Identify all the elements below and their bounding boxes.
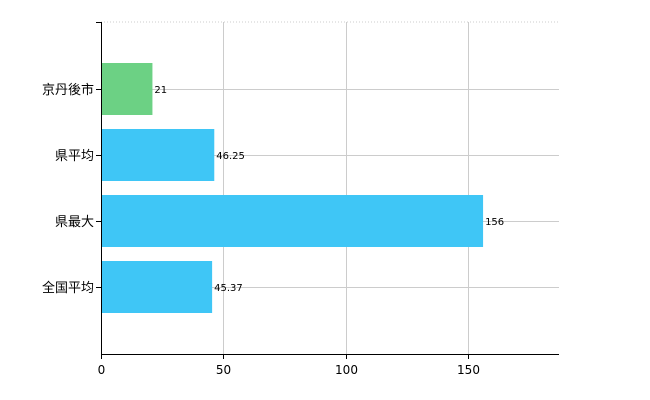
data-label: 46.25 bbox=[216, 151, 245, 162]
bar bbox=[101, 195, 484, 247]
data-label: 156 bbox=[485, 217, 504, 228]
category-label: 県最大 bbox=[55, 215, 94, 230]
data-label: 21 bbox=[154, 85, 167, 96]
axes bbox=[96, 22, 559, 359]
x-tick-label: 0 bbox=[98, 363, 106, 377]
bar bbox=[101, 129, 215, 181]
x-tick-label: 150 bbox=[457, 363, 480, 377]
x-tick-label: 100 bbox=[335, 363, 358, 377]
category-label: 全国平均 bbox=[42, 280, 94, 296]
bars bbox=[101, 63, 484, 313]
bar bbox=[101, 63, 153, 115]
x-tick-label: 50 bbox=[216, 363, 231, 377]
data-label: 45.37 bbox=[214, 283, 243, 294]
labels: 0 50 100 150 京丹後市 21 県平均 46.25 県最大 156 全国平均 45.37 bbox=[42, 82, 504, 377]
category-label: 県平均 bbox=[55, 149, 94, 164]
category-label: 京丹後市 bbox=[42, 82, 94, 98]
bar bbox=[101, 261, 213, 313]
